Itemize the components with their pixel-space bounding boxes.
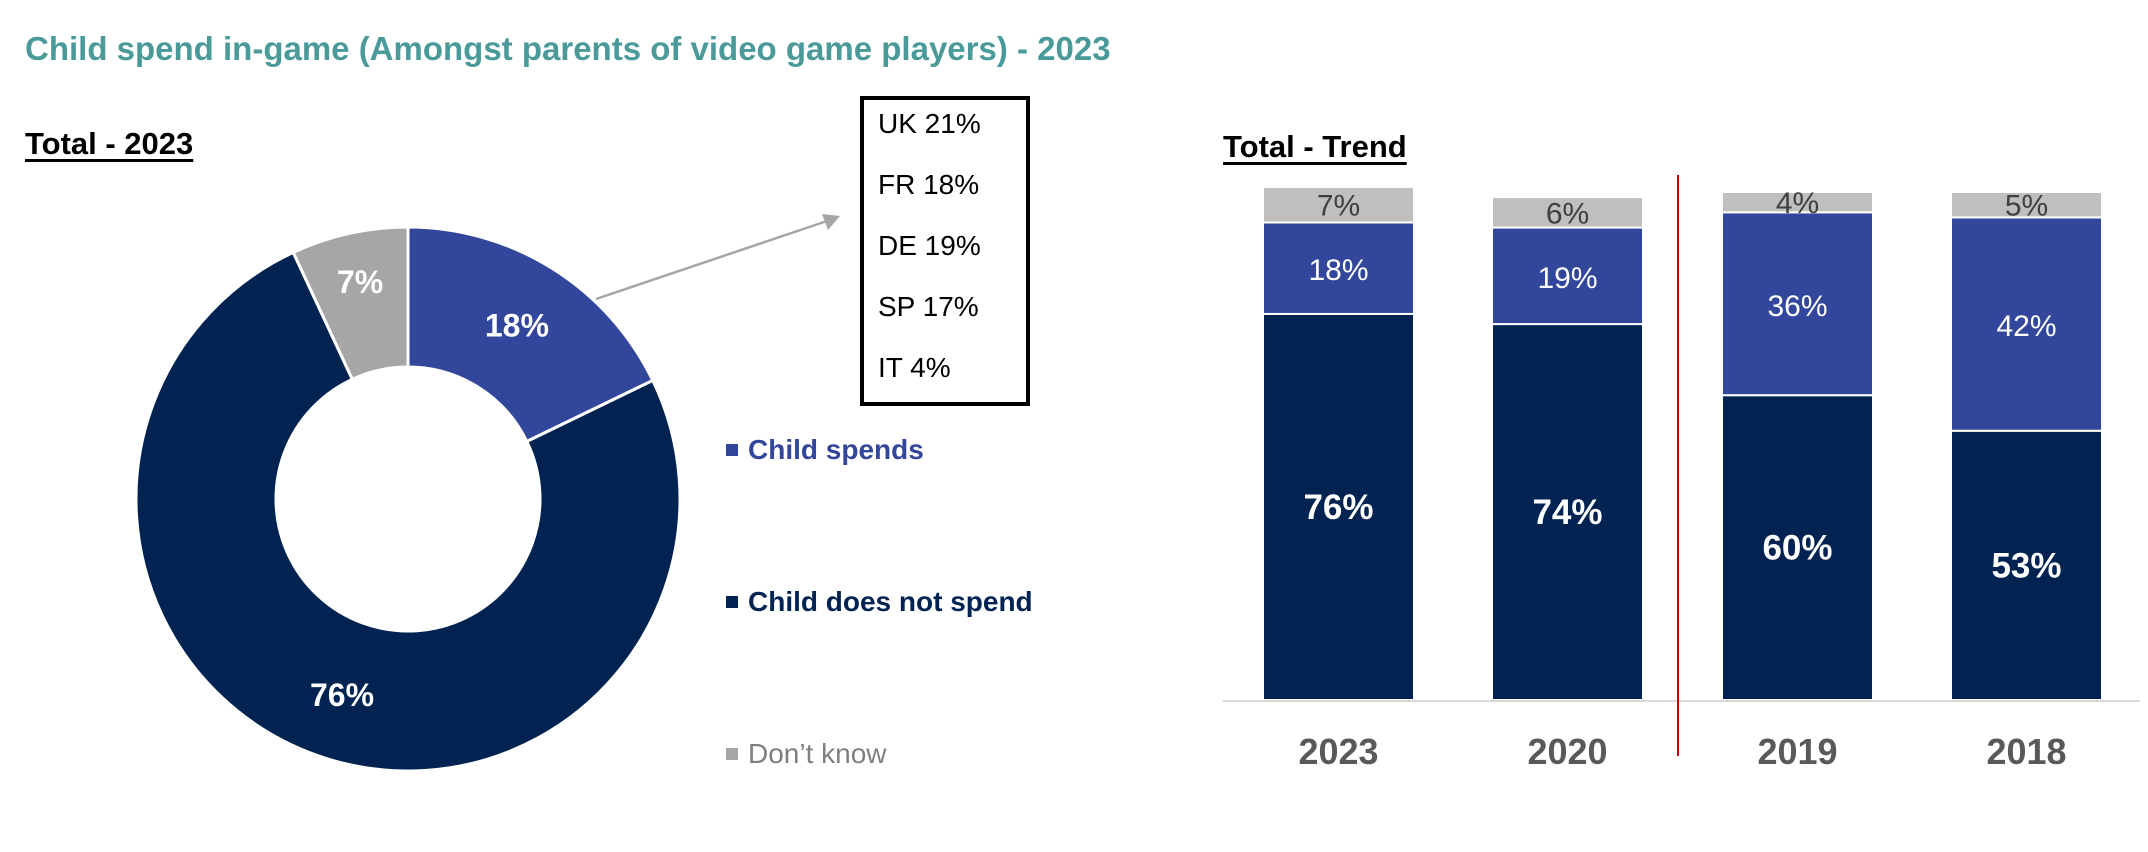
callout-item: IT 4%	[878, 352, 951, 383]
legend-label: Child does not spend	[748, 586, 1033, 617]
donut-slice-don-t-know	[291, 225, 410, 382]
callout-arrow-line	[595, 218, 831, 301]
trend-title: Total - Trend	[1223, 129, 1407, 164]
bar-data-label: 18%	[1308, 254, 1368, 287]
bar-data-label: 76%	[1303, 488, 1373, 527]
bar-data-label: 36%	[1767, 290, 1827, 323]
bar-data-label: 5%	[2005, 190, 2048, 223]
bar-segment	[1950, 429, 2103, 701]
bar-segment	[1950, 216, 2103, 432]
x-tick-label: 2020	[1527, 731, 1607, 772]
callout-item: FR 18%	[878, 169, 980, 200]
callout-item: UK 21%	[878, 108, 981, 139]
arrow-head-icon	[822, 214, 840, 230]
bar-segment	[1950, 191, 2103, 219]
donut-title: Total - 2023	[25, 126, 194, 161]
bar-data-label: 53%	[1991, 546, 2061, 585]
legend-swatch	[726, 444, 738, 456]
bar-segment	[1721, 191, 1874, 214]
legend-item-dont-know: Don’t know	[726, 738, 887, 770]
bar-data-label: 42%	[1996, 310, 2056, 343]
legend-item-child-spends: Child spends	[726, 434, 924, 466]
legend-label: Don’t know	[748, 738, 887, 769]
donut-data-label: 18%	[485, 307, 549, 343]
bar-segment	[1491, 196, 1644, 229]
bar-data-label: 60%	[1762, 529, 1832, 568]
x-tick-label: 2019	[1757, 731, 1837, 772]
callout-item: DE 19%	[878, 230, 981, 261]
donut-slice-child-does-not-spend	[134, 250, 682, 773]
x-tick-label: 2023	[1298, 731, 1378, 772]
country-callout-box: UK 21% FR 18% DE 19% SP 17% IT 4%	[860, 96, 1030, 406]
donut-slice-child-spends	[406, 225, 655, 444]
donut-data-label: 76%	[310, 677, 374, 713]
bar-segment	[1721, 211, 1874, 397]
callout-item: SP 17%	[878, 291, 979, 322]
donut-data-label: 7%	[337, 264, 383, 300]
bar-segment	[1262, 185, 1415, 224]
bar-data-label: 74%	[1532, 493, 1602, 532]
bar-segment	[1491, 323, 1644, 701]
x-tick-label: 2018	[1986, 731, 2066, 772]
legend-swatch	[726, 596, 738, 608]
legend-label: Child spends	[748, 434, 924, 465]
bar-data-label: 6%	[1546, 197, 1589, 230]
bar-segment	[1262, 312, 1415, 701]
legend-swatch	[726, 748, 738, 760]
bar-segment	[1262, 221, 1415, 315]
bar-data-label: 19%	[1537, 262, 1597, 295]
legend-item-child-not-spend: Child does not spend	[726, 586, 1033, 618]
bar-data-label: 4%	[1776, 187, 1819, 220]
bar-data-label: 7%	[1317, 190, 1360, 223]
page-title: Child spend in-game (Amongst parents of …	[25, 30, 1111, 67]
